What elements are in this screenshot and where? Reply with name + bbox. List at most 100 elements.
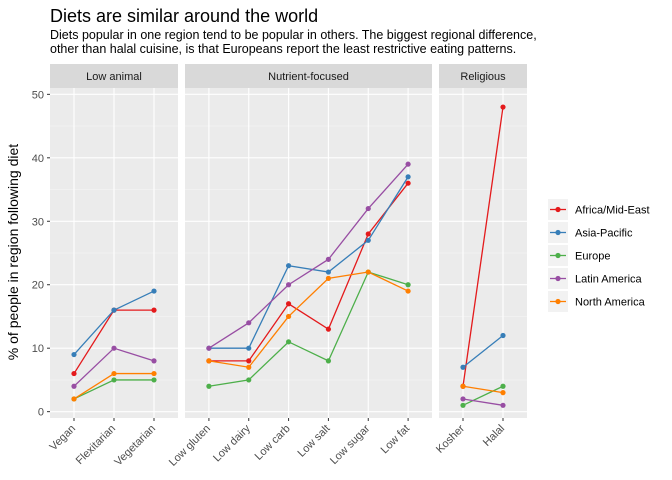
chart-subtitle-line-1: Diets popular in one region tend to be p… [50,28,537,42]
x-tick-label: Kosher [434,422,467,455]
data-point [71,370,77,377]
data-point [285,339,292,345]
legend-label: Africa/Mid-East [575,205,650,217]
data-point [151,288,157,294]
legend-key-point [555,229,561,236]
data-point [206,358,212,364]
data-point [206,383,212,389]
data-point [405,288,411,294]
data-point [285,313,292,320]
data-point [405,161,411,167]
legend-key-point [555,206,561,213]
facet-panel: Religious Kosher Halal [434,64,527,456]
data-point [111,307,117,313]
x-tick-label: Low carb [253,423,293,463]
legend-item: Latin America [548,268,643,289]
x-tick-label: Halal [481,423,507,449]
x-tick-label: Low gluten [167,423,213,469]
y-axis: 0 10 20 30 40 50 [32,89,50,419]
data-point [500,383,506,389]
legend-key-point [555,275,561,282]
x-tick-label: Vegan [48,423,79,454]
data-point [325,269,332,275]
data-point [151,370,157,377]
facet-strip-label: Religious [460,71,506,83]
series-line [462,398,504,406]
data-point [500,390,506,396]
data-point [111,370,117,377]
data-point [325,358,332,364]
legend-item: Africa/Mid-East [548,199,650,220]
y-axis-title: % of people in region following diet [5,144,21,360]
legend-label: Asia-Pacific [575,228,633,240]
data-point [151,358,157,364]
legend-item: North America [548,291,646,312]
series-line [462,385,504,406]
data-point [285,301,292,307]
data-point [460,364,466,370]
facet-strip [50,64,178,88]
data-point [365,269,371,275]
chart-title: Diets are similar around the world [50,6,318,26]
facet-strip-label: Nutrient-focused [268,71,349,83]
data-point [460,402,466,408]
data-point [246,345,252,351]
x-tick-label: Vegetarian [112,423,158,469]
legend-label: North America [575,297,646,309]
y-tick-label: 40 [32,153,44,165]
data-point [460,396,466,402]
data-point [500,332,506,339]
legend: Africa/Mid-East Asia-Pacific Europe Latin A… [548,198,658,313]
data-point [500,104,506,110]
facet-strip [439,64,527,88]
data-point [246,364,252,370]
data-point [325,275,332,281]
y-tick-label: 50 [32,89,44,101]
legend-key-point [555,252,561,259]
y-tick-label: 30 [32,216,44,228]
legend-label: Europe [575,251,610,263]
facet-strip-label: Low animal [86,71,142,83]
x-tick-label: Flexitarian [74,423,118,467]
series-line [462,334,504,368]
data-point [246,320,252,326]
data-point [111,345,117,351]
series-line [208,163,409,349]
series-line [462,385,504,394]
data-point [405,174,411,180]
y-tick-label: 10 [32,343,44,355]
data-point [285,282,292,288]
x-tick-label: Low dairy [211,422,253,464]
series-line [208,271,409,387]
data-point [285,263,292,269]
series-line [208,176,409,349]
legend-item: Asia-Pacific [548,222,633,243]
data-point [500,402,506,408]
data-point [325,326,332,332]
legend-label: Latin America [575,274,643,286]
series-line [462,106,504,387]
data-point [405,282,411,288]
data-point [71,396,77,402]
y-tick-label: 0 [38,407,44,419]
data-point [460,383,466,389]
data-point [246,358,252,364]
chart-subtitle-line-2: other than halal cuisine, is that Europe… [50,42,516,56]
data-point [246,377,252,383]
series-line [208,271,409,368]
data-point [365,237,371,243]
data-point [71,351,77,358]
facet-panels: Low animalVeganFlexitarianVegetarianNutr… [48,64,527,469]
data-point [365,205,371,212]
data-point [111,377,117,383]
data-point [206,345,212,351]
data-point [71,383,77,389]
data-point [151,377,157,383]
legend-key-point [555,298,561,305]
data-point [365,231,371,237]
data-point [151,307,157,313]
data-point [325,256,332,262]
